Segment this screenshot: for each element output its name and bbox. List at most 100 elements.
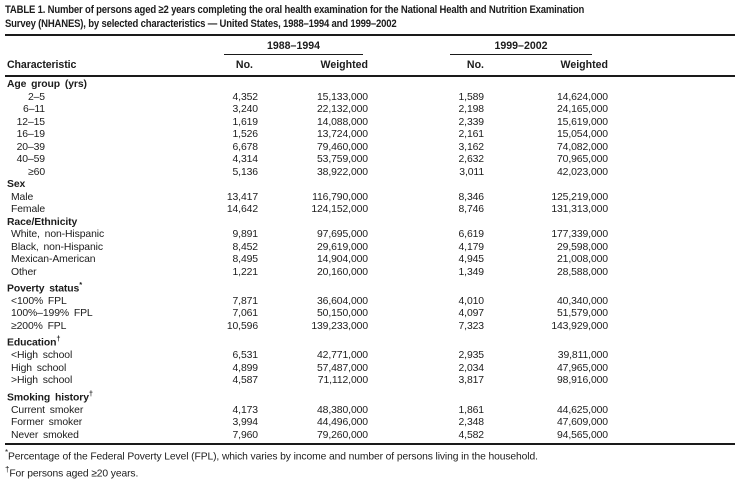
cell-value: 2,034 — [458, 362, 484, 374]
column-header-weighted-1: Weighted — [320, 59, 368, 71]
table-title-line2: Survey (NHANES), by selected characteris… — [5, 18, 397, 30]
row-label: >High school — [11, 375, 73, 387]
column-header-no-1: No. — [235, 59, 253, 71]
table-row: Male 13,417 116,790,000 8,346 125,219,000 — [5, 192, 735, 205]
table-row: Black, non-Hispanic 8,452 29,619,000 4,179 2… — [5, 242, 735, 255]
column-group-1988-1994: 1988–1994 — [224, 36, 363, 55]
cell-value: 4,097 — [458, 308, 484, 320]
column-header-weighted-2: Weighted — [560, 59, 608, 71]
table-row: 40–59 4,314 53,759,000 2,632 70,965,000 — [5, 154, 735, 167]
cell-value: 79,260,000 — [316, 429, 368, 441]
table-row: Current smoker 4,173 48,380,000 1,861 44,625… — [5, 405, 735, 418]
section-header-row: Smoking history† — [5, 388, 735, 405]
cell-value: 2,632 — [458, 154, 484, 165]
section-label: Smoking history† — [7, 388, 93, 404]
table-row: 100%–199% FPL 7,061 50,150,000 4,097 51,579,… — [5, 308, 735, 321]
section-header-row: Poverty status* — [5, 279, 735, 296]
cell-value: 36,604,000 — [316, 295, 368, 307]
cell-value: 7,061 — [232, 308, 258, 320]
cell-value: 8,495 — [232, 254, 258, 265]
cell-value: 9,891 — [232, 229, 258, 240]
row-label: Never smoked — [11, 429, 79, 441]
section-header-row: Age group (yrs) — [5, 76, 735, 92]
cell-value: 50,150,000 — [316, 308, 368, 320]
cell-value: 51,579,000 — [556, 308, 608, 320]
cell-value: 21,008,000 — [556, 254, 608, 265]
cell-value: 4,945 — [458, 254, 484, 265]
footnote-marker: † — [56, 334, 61, 344]
table-row: <High school 6,531 42,771,000 2,935 39,811,0… — [5, 350, 735, 363]
cell-value: 6,619 — [458, 229, 484, 240]
cell-value: 4,587 — [232, 375, 258, 387]
cell-value: 4,314 — [232, 154, 258, 165]
table-row: Mexican-American 8,495 14,904,000 4,945 21,0… — [5, 254, 735, 267]
table-row: 2–5 4,352 15,133,000 1,589 14,624,000 — [5, 92, 735, 105]
section-header-row: Race/Ethnicity — [5, 217, 735, 230]
row-label: Male — [11, 191, 34, 203]
cell-value: 29,598,000 — [556, 241, 608, 253]
cell-value: 125,219,000 — [551, 191, 608, 203]
cell-value: 2,198 — [458, 104, 484, 115]
row-label: Former smoker — [11, 417, 83, 429]
section-header-row: Sex — [5, 179, 735, 192]
row-label: ≥200% FPL — [11, 320, 67, 332]
section-label: Education† — [7, 334, 61, 349]
table-row: 20–39 6,678 79,460,000 3,162 74,082,000 — [5, 142, 735, 155]
cell-value: 4,899 — [232, 362, 258, 374]
cell-value: 74,082,000 — [556, 141, 608, 153]
cell-value: 3,994 — [232, 417, 258, 429]
footnote-marker: * — [5, 448, 9, 458]
row-label: High school — [11, 362, 67, 374]
cell-value: 177,339,000 — [551, 229, 608, 240]
cell-value: 57,487,000 — [316, 362, 368, 374]
table-row: Other 1,221 20,160,000 1,349 28,588,000 — [5, 267, 735, 280]
cell-value: 29,619,000 — [316, 241, 368, 253]
row-label: Current smoker — [11, 404, 84, 416]
row-label: 6–11 — [5, 104, 224, 117]
row-label: Female — [11, 204, 46, 215]
cell-value: 124,152,000 — [311, 204, 368, 215]
footnote-age: †For persons aged ≥20 years. — [5, 464, 735, 480]
cell-value: 94,565,000 — [556, 429, 608, 441]
row-label: 2–5 — [5, 92, 224, 105]
row-label-text: ≥60 — [28, 166, 45, 178]
cell-value: 139,233,000 — [311, 320, 368, 332]
cell-value: 38,922,000 — [316, 166, 368, 178]
cell-value: 2,339 — [458, 116, 484, 128]
table-row: Former smoker 3,994 44,496,000 2,348 47,609,… — [5, 417, 735, 430]
footnote-text: Percentage of the Federal Poverty Level … — [8, 451, 538, 463]
cell-value: 14,088,000 — [316, 116, 368, 128]
footnote-text: For persons aged ≥20 years. — [9, 468, 139, 480]
cell-value: 4,582 — [458, 429, 484, 441]
row-label: 40–59 — [5, 154, 224, 167]
cell-value: 22,132,000 — [316, 104, 368, 115]
section-label: Poverty status* — [7, 280, 83, 295]
cell-value: 42,023,000 — [556, 166, 608, 178]
cell-value: 14,642 — [226, 204, 258, 215]
cell-value: 6,531 — [232, 350, 258, 362]
column-header-characteristic: Characteristic — [7, 59, 77, 71]
cell-value: 47,609,000 — [556, 417, 608, 429]
cell-value: 4,010 — [458, 295, 484, 307]
footnote-fpl: *Percentage of the Federal Poverty Level… — [5, 447, 735, 463]
section-label: Race/Ethnicity — [7, 216, 78, 228]
cell-value: 48,380,000 — [316, 404, 368, 416]
cell-value: 116,790,000 — [312, 191, 368, 203]
cell-value: 53,759,000 — [316, 154, 368, 165]
cell-value: 1,861 — [458, 404, 484, 416]
cell-value: 3,162 — [458, 141, 484, 153]
row-label: Black, non-Hispanic — [11, 241, 103, 253]
footnote-marker: * — [79, 280, 83, 289]
cell-value: 40,340,000 — [556, 295, 608, 307]
cell-value: 20,160,000 — [316, 266, 368, 278]
cell-value: 3,817 — [458, 375, 484, 387]
table-row: <100% FPL 7,871 36,604,000 4,010 40,340,000 — [5, 296, 735, 309]
cell-value: 1,589 — [458, 91, 484, 103]
table-row: >High school 4,587 71,112,000 3,817 98,916,0… — [5, 375, 735, 388]
table-row: 6–11 3,240 22,132,000 2,198 24,165,000 — [5, 104, 735, 117]
column-group-row: 1988–1994 1999–2002 — [5, 35, 735, 55]
cell-value: 8,452 — [232, 241, 258, 253]
row-label-text: 40–59 — [16, 154, 46, 165]
cell-value: 1,619 — [232, 116, 258, 128]
row-label-text: 20–39 — [16, 141, 46, 153]
